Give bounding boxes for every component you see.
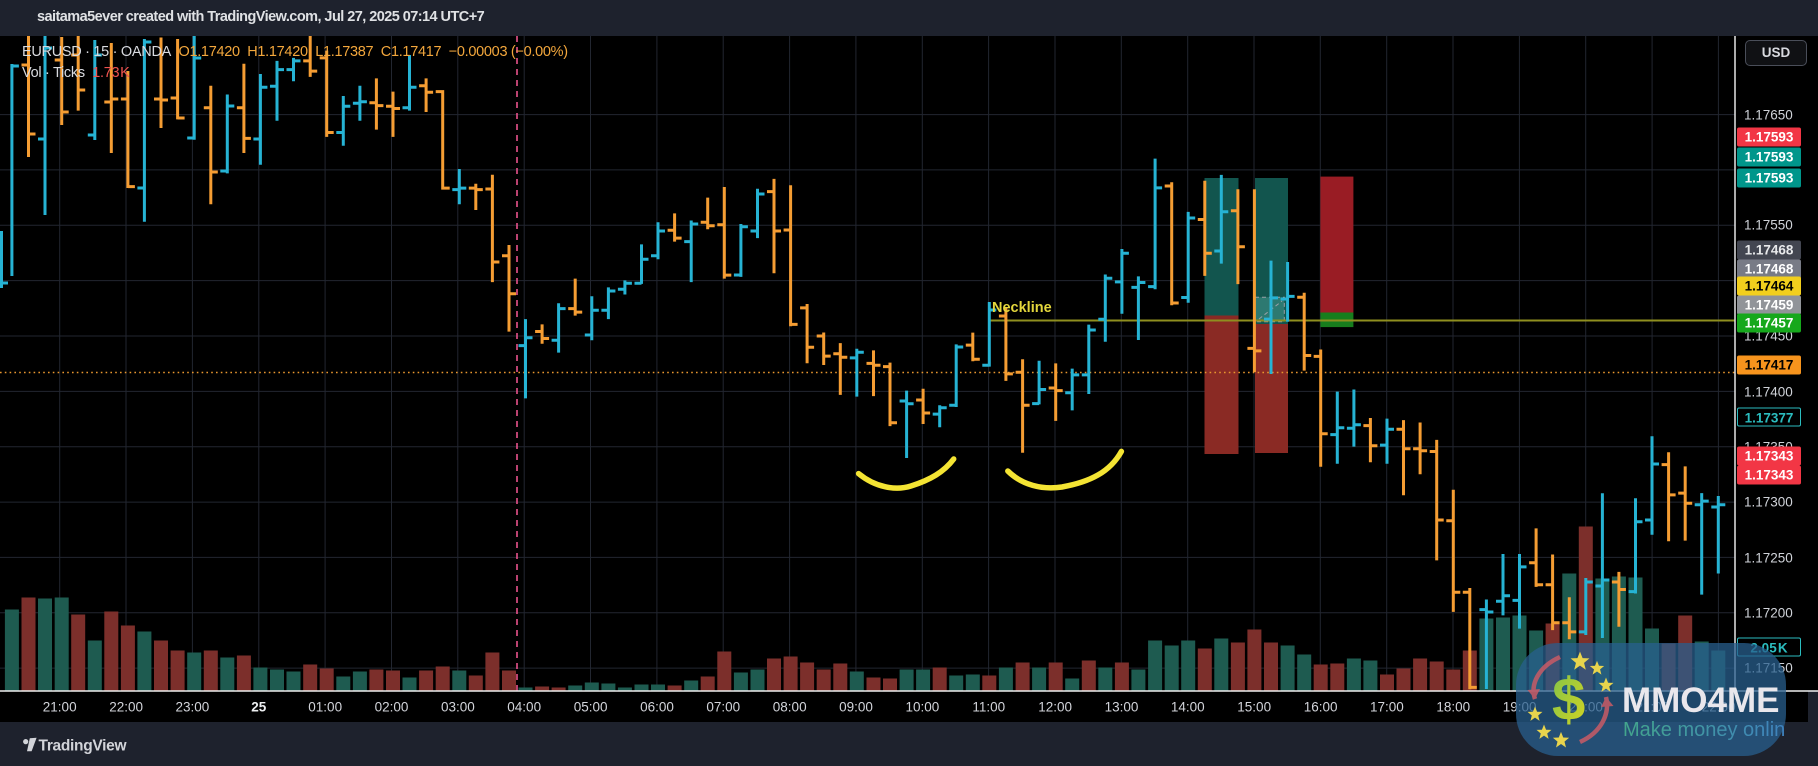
svg-text:$: $ [1552, 666, 1585, 733]
svg-text:MMO4ME: MMO4ME [1622, 681, 1780, 720]
svg-text:TradingView: TradingView [39, 738, 128, 755]
svg-text:Make money online: Make money online [1623, 719, 1786, 741]
